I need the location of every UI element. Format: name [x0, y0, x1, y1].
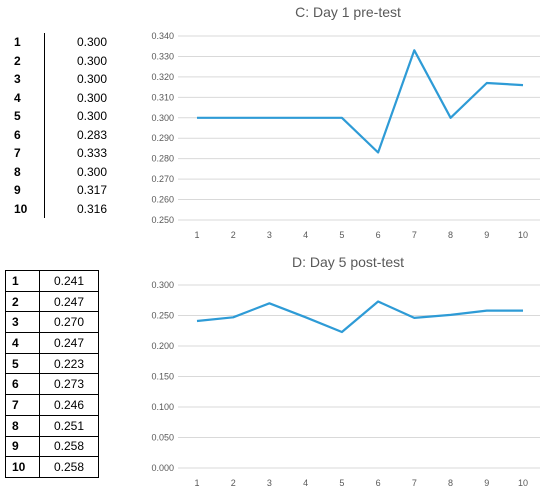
table-d-row-value: 0.258 [39, 456, 99, 478]
table-c-row-value: 0.300 [76, 109, 107, 124]
chart-d-x-tick-label: 9 [484, 478, 489, 488]
chart-c-x-tick-label: 3 [267, 230, 272, 240]
table-c-row: 4 0.300 [8, 88, 111, 107]
chart-c-y-tick-label: 0.330 [151, 51, 174, 61]
table-c-row-value: 0.333 [76, 146, 107, 161]
table-d-row-value: 0.247 [39, 290, 99, 313]
table-d-row: 6 0.273 [5, 373, 99, 396]
table-c-row-value: 0.317 [76, 183, 107, 198]
table-d-row: 7 0.246 [5, 394, 99, 416]
chart-d-y-tick-label: 0.000 [151, 463, 174, 473]
chart-d-y-tick-label: 0.050 [151, 433, 174, 443]
table-c-row: 3 0.300 [8, 70, 111, 89]
table-c-row-value: 0.300 [76, 72, 107, 87]
table-d-row-index: 10 [5, 456, 40, 478]
chart-d-title: D: Day 5 post-test [292, 254, 404, 270]
chart-c-x-tick-label: 1 [194, 230, 199, 240]
table-c-row-value: 0.300 [76, 53, 107, 68]
chart-c-y-tick-label: 0.320 [151, 72, 174, 82]
chart-d-y-tick-label: 0.100 [151, 402, 174, 412]
table-c-row: 2 0.300 [8, 51, 111, 70]
table-c-row-index: 3 [8, 70, 45, 89]
table-d-row-value: 0.241 [39, 270, 99, 292]
table-d-row-value: 0.246 [39, 394, 99, 416]
chart-c-y-tick-label: 0.340 [151, 31, 174, 41]
table-c-row-value: 0.316 [76, 201, 107, 216]
table-d-row: 10 0.258 [5, 456, 99, 478]
table-d-row: 4 0.247 [5, 332, 99, 354]
chart-d-y-tick-label: 0.300 [151, 280, 174, 290]
chart-d: D: Day 5 post-test 0.000 0.050 0.100 0.150 0… [151, 254, 540, 488]
table-c-row: 10 0.316 [8, 199, 111, 218]
table-c-row-value: 0.300 [76, 35, 107, 50]
table-d-row-value: 0.223 [39, 352, 99, 375]
table-c-row-value: 0.300 [76, 90, 107, 105]
table-c-row-index: 8 [8, 162, 45, 181]
chart-c-y-tick-label: 0.260 [151, 195, 174, 205]
table-c-row: 6 0.283 [8, 125, 111, 144]
chart-d-y-tick-label: 0.150 [151, 372, 174, 382]
chart-c-y-tick-label: 0.290 [151, 133, 174, 143]
chart-d-x-tick-label: 2 [231, 478, 236, 488]
table-c-row-index: 6 [8, 125, 45, 144]
table-c-row-index: 5 [8, 107, 45, 126]
chart-d-x-tick-label: 5 [339, 478, 344, 488]
table-c-row-index: 2 [8, 51, 45, 70]
table-d-row: 5 0.223 [5, 352, 99, 375]
chart-d-x-tick-label: 4 [303, 478, 308, 488]
table-c-row: 7 0.333 [8, 144, 111, 163]
chart-c-x-tick-label: 2 [231, 230, 236, 240]
table-c-row-value: 0.300 [76, 164, 107, 179]
chart-c-x-tick-label: 9 [484, 230, 489, 240]
table-c-row-index: 9 [8, 181, 45, 200]
chart-c-x-tick-label: 5 [339, 230, 344, 240]
table-d-row: 1 0.241 [5, 270, 99, 292]
chart-c-x-tick-label: 7 [412, 230, 417, 240]
chart-d-x-tick-label: 3 [267, 478, 272, 488]
chart-c: C: Day 1 pre-test 0.250 0.260 0.270 0.280 0.… [151, 4, 540, 240]
chart-c-x-tick-label: 6 [376, 230, 381, 240]
table-d-row-value: 0.247 [39, 332, 99, 354]
chart-c-series-line [197, 49, 524, 154]
chart-c-y-tick-label: 0.280 [151, 154, 174, 164]
chart-c-x-tick-label: 10 [518, 230, 528, 240]
chart-d-x-tick-label: 10 [518, 478, 528, 488]
table-c-row: 8 0.300 [8, 162, 111, 181]
table-d-row: 8 0.251 [5, 414, 99, 437]
chart-d-x-tick-label: 7 [412, 478, 417, 488]
table-c-row-index: 10 [8, 199, 45, 218]
chart-c-x-tick-label: 4 [303, 230, 308, 240]
table-d-row: 9 0.258 [5, 435, 99, 458]
chart-c-y-tick-label: 0.250 [151, 215, 174, 225]
chart-c-y-tick-label: 0.270 [151, 174, 174, 184]
table-d: 1 0.241 2 0.247 3 0.270 4 0.247 5 0.223 6 0.273 7 0.2… [5, 270, 99, 478]
chart-d-x-tick-label: 6 [376, 478, 381, 488]
table-c-row-index: 4 [8, 88, 45, 107]
table-c-row-index: 1 [8, 33, 45, 52]
chart-c-y-tick-label: 0.300 [151, 113, 174, 123]
table-d-row: 2 0.247 [5, 290, 99, 313]
table-c-row: 5 0.300 [8, 107, 111, 126]
table-c-row: 1 0.300 [8, 33, 111, 52]
chart-d-y-tick-label: 0.200 [151, 341, 174, 351]
chart-d-y-tick-label: 0.250 [151, 311, 174, 321]
chart-c-y-tick-label: 0.310 [151, 92, 174, 102]
chart-d-series-line [196, 300, 523, 334]
chart-d-x-tick-label: 8 [448, 478, 453, 488]
chart-c-x-tick-label: 8 [448, 230, 453, 240]
chart-c-title: C: Day 1 pre-test [295, 4, 401, 20]
table-c-row-index: 7 [8, 144, 45, 163]
table-c: 1 0.300 2 0.300 3 0.300 4 0.300 5 0.300 6 0.283 7 0.3… [8, 33, 111, 218]
table-c-row: 9 0.317 [8, 181, 111, 200]
table-c-row-value: 0.283 [76, 127, 107, 142]
chart-d-x-tick-label: 1 [194, 478, 199, 488]
